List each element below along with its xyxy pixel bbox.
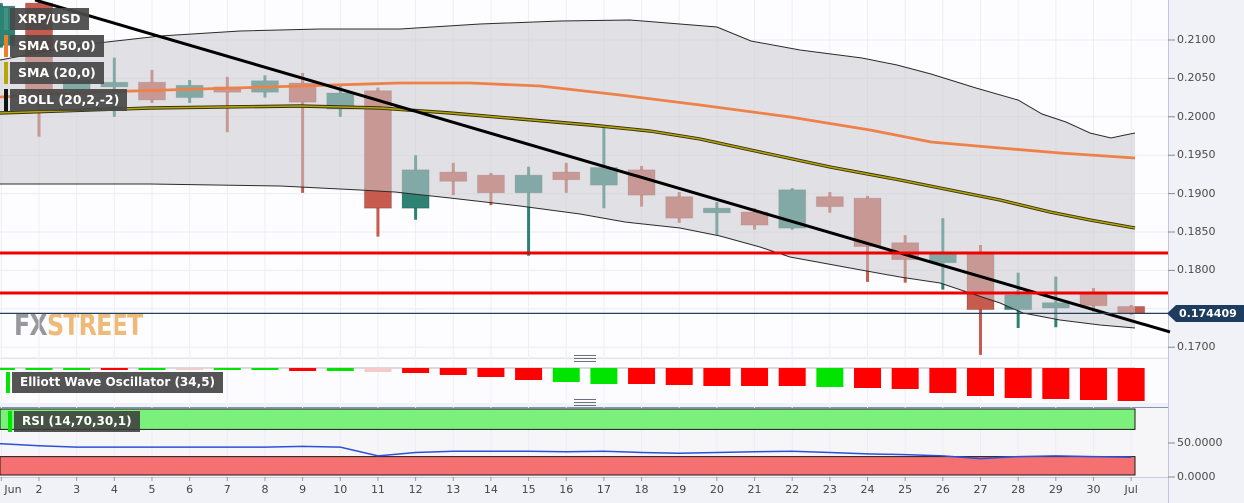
- time-axis-label: 8: [261, 483, 269, 496]
- ewo-label-text: Elliott Wave Oscillator (34,5): [12, 372, 224, 393]
- time-axis-label: 16: [559, 483, 574, 496]
- price-axis-label: 0.1850: [1177, 225, 1216, 238]
- time-axis-label: 2: [35, 483, 43, 496]
- time-axis-label: 9: [299, 483, 307, 496]
- time-axis-label: 7: [223, 483, 231, 496]
- price-axis-label: 0.2000: [1177, 109, 1216, 123]
- drawn-lines: [0, 0, 1171, 334]
- legend-label-sma50: SMA (50,0): [10, 35, 104, 57]
- price-axis-label: 0.1700: [1177, 340, 1216, 354]
- time-axis-label: 15: [521, 483, 536, 496]
- time-axis-label: 27: [973, 483, 988, 496]
- legend-label-boll: BOLL (20,2,-2): [10, 89, 128, 111]
- time-axis-label: 29: [1048, 483, 1063, 496]
- time-axis-label: Jun: [4, 483, 22, 496]
- time-axis-label: Jul: [1124, 483, 1138, 496]
- time-axis-label: 30: [1086, 483, 1101, 496]
- legend-label-xrpusd: XRP/USD: [10, 8, 89, 30]
- bollinger-band: [0, 19, 1136, 329]
- series-color-strip: [6, 372, 10, 393]
- time-axis-label: 25: [898, 483, 913, 496]
- time-axis-label: 24: [860, 483, 875, 496]
- legend-item-boll[interactable]: BOLL (20,2,-2): [4, 89, 128, 111]
- time-axis-label: 10: [333, 483, 348, 496]
- moving-averages: [0, 81, 1136, 230]
- time-axis-label: 4: [110, 483, 118, 496]
- rsi-label-text: RSI (14,70,30,1): [14, 411, 140, 432]
- panel-resize-handle[interactable]: [574, 355, 596, 362]
- time-axis-label: 21: [747, 483, 762, 496]
- current-price-value: 0.174409: [1179, 307, 1237, 320]
- legend-item-sma20[interactable]: SMA (20,0): [4, 62, 127, 84]
- elliott-wave-oscillator-series: [0, 367, 1145, 401]
- price-axis-label: 0.1950: [1177, 148, 1216, 162]
- axis-ticks: [0, 39, 1175, 481]
- ewo-indicator-label[interactable]: Elliott Wave Oscillator (34,5): [6, 372, 224, 393]
- series-color-strip: [4, 62, 8, 84]
- time-axis-label: 28: [1011, 483, 1026, 496]
- series-color-strip: [4, 8, 8, 30]
- rsi-series: [0, 408, 1136, 476]
- current-price-tag: 0.174409: [1167, 305, 1244, 322]
- time-axis-label: 23: [822, 483, 837, 496]
- time-axis-label: 26: [935, 483, 950, 496]
- time-axis-label: 11: [370, 483, 385, 496]
- time-axis-label: 3: [73, 483, 81, 496]
- price-axis-label: 0.1800: [1177, 263, 1216, 277]
- legend-item-sma50[interactable]: SMA (50,0): [4, 35, 127, 57]
- time-axis-label: 18: [634, 483, 649, 496]
- time-axis[interactable]: [0, 477, 1244, 503]
- rsi-axis-label: 0.0000: [1177, 470, 1216, 483]
- rsi-indicator-label[interactable]: RSI (14,70,30,1): [8, 411, 140, 432]
- time-axis-label: 22: [785, 483, 800, 496]
- time-axis-label: 12: [408, 483, 423, 496]
- time-axis-label: 6: [186, 483, 194, 496]
- panel-resize-handle[interactable]: [574, 399, 596, 406]
- legend: XRP/USD SMA (50,0) SMA (20,0) BOLL (20,2…: [4, 8, 128, 116]
- series-color-strip: [4, 89, 8, 111]
- time-axis-label: 19: [672, 483, 687, 496]
- time-axis-label: 20: [709, 483, 724, 496]
- rsi-axis-label: 50.0000: [1177, 436, 1223, 449]
- price-axis-label: 0.2050: [1177, 71, 1216, 85]
- legend-label-sma20: SMA (20,0): [10, 62, 104, 84]
- time-axis-label: 17: [596, 483, 611, 496]
- time-axis-label: 13: [446, 483, 461, 496]
- price-axis-label: 0.1900: [1177, 186, 1216, 200]
- series-color-strip: [4, 35, 8, 57]
- price-axis-label: 0.2100: [1177, 33, 1216, 46]
- legend-item-xrpusd[interactable]: XRP/USD: [4, 8, 127, 30]
- time-axis-label: 14: [483, 483, 498, 496]
- price-axis[interactable]: [1168, 0, 1244, 503]
- time-axis-label: 5: [148, 483, 156, 496]
- series-color-strip: [8, 411, 12, 432]
